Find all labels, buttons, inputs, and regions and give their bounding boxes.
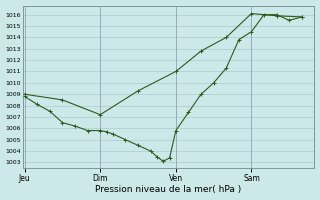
X-axis label: Pression niveau de la mer( hPa ): Pression niveau de la mer( hPa ) <box>95 185 242 194</box>
